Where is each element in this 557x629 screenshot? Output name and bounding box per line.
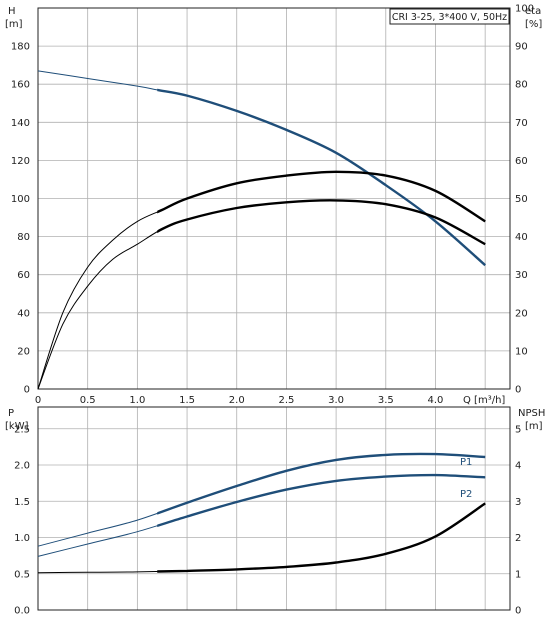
bottom-right-tick-label: 2 xyxy=(515,533,521,544)
title-box xyxy=(389,8,510,25)
bottom-right-tick-label: 5 xyxy=(515,424,521,435)
top-left-tick-label: 80 xyxy=(17,232,30,243)
bottom-left-tick-label: 1.0 xyxy=(14,533,30,544)
bottom-right-tick-label: 1 xyxy=(515,569,521,580)
bottom-right-tick-label: 4 xyxy=(515,461,521,472)
y-right-unit-bottom: [m] xyxy=(525,421,543,432)
bottom-series-1-operating-line xyxy=(157,473,486,528)
top-left-tick-label: 100 xyxy=(11,194,30,205)
top-right-tick-label: 50 xyxy=(515,194,528,205)
bottom-right-tick-label: 0 xyxy=(515,606,521,617)
series-label-p1: P1 xyxy=(460,457,472,468)
bottom-left-tick-label: 2.0 xyxy=(14,461,30,472)
bottom-left-tick-label: 1.5 xyxy=(14,497,30,508)
top-right-tick-label: 100 xyxy=(515,4,534,15)
top-plot-frame xyxy=(37,7,511,390)
x-axis-label: Q [m³/h] xyxy=(463,395,505,406)
top-x-tick-label: 2.5 xyxy=(278,395,294,406)
top-left-tick-label: 180 xyxy=(11,42,30,53)
bottom-right-tick-label: 3 xyxy=(515,497,521,508)
bottom-left-tick-label: 0.5 xyxy=(14,569,30,580)
bottom-grid xyxy=(38,407,510,610)
top-left-tick-label: 20 xyxy=(17,346,30,357)
top-x-tick-label: 4.0 xyxy=(428,395,444,406)
y-left-unit-top: [m] xyxy=(5,19,23,30)
top-left-tick-label: 140 xyxy=(11,118,30,129)
top-right-tick-label: 40 xyxy=(515,232,528,243)
top-right-tick-label: 0 xyxy=(515,385,521,396)
top-right-tick-label: 10 xyxy=(515,346,528,357)
top-x-tick-label: 0.5 xyxy=(80,395,96,406)
bottom-tick-labels: 0.0 0.5 1.0 1.5 2.0 2.5 0 1 2 3 4 5 xyxy=(14,424,521,616)
top-series-0-line xyxy=(37,70,486,266)
top-right-tick-label: 80 xyxy=(515,80,528,91)
bottom-series-0-line xyxy=(37,453,486,547)
top-right-tick-label: 90 xyxy=(515,42,528,53)
y-right-unit-top: [%] xyxy=(525,19,542,30)
top-series-0-operating-line xyxy=(157,88,486,267)
top-left-tick-label: 40 xyxy=(17,308,30,319)
top-x-tick-label: 3.5 xyxy=(378,395,394,406)
bottom-series-0-operating-line xyxy=(157,452,486,515)
top-x-tick-label: 2.0 xyxy=(229,395,245,406)
top-right-tick-label: 60 xyxy=(515,156,528,167)
bottom-plot-frame xyxy=(37,406,511,611)
y-left-label-top: H xyxy=(8,6,16,17)
bottom-left-tick-label: 0.0 xyxy=(14,606,30,617)
top-series-2-line xyxy=(37,199,486,390)
top-right-tick-label: 20 xyxy=(515,308,528,319)
top-left-tick-label: 120 xyxy=(11,156,30,167)
y-left-label-bottom: P xyxy=(8,408,14,419)
series-label-p2: P2 xyxy=(460,489,472,500)
chart-title: CRI 3-25, 3*400 V, 50Hz xyxy=(392,12,507,23)
top-right-tick-label: 70 xyxy=(515,118,528,129)
bottom-series-2-line xyxy=(37,502,486,574)
top-right-tick-label: 30 xyxy=(515,270,528,281)
top-x-tick-label: 1.5 xyxy=(179,395,195,406)
y-left-unit-bottom: [kW] xyxy=(5,421,29,432)
top-left-tick-label: 160 xyxy=(11,80,30,91)
top-x-tick-label: 1.0 xyxy=(129,395,145,406)
top-curves xyxy=(37,70,486,390)
top-tick-labels: 0 20 40 60 80 100 120 140 160 180 0 10 20 30 40 50 60 70 8… xyxy=(11,4,534,407)
top-x-tick-label: 3.0 xyxy=(328,395,344,406)
y-right-label-bottom: NPSH xyxy=(518,408,545,419)
top-series-1-operating-line xyxy=(157,170,486,223)
top-left-tick-label: 0 xyxy=(24,385,30,396)
top-left-tick-label: 60 xyxy=(17,270,30,281)
top-x-tick-label: 0 xyxy=(35,395,41,406)
top-grid xyxy=(38,8,510,389)
bottom-left-tick-label: 2.5 xyxy=(14,424,30,435)
bottom-curves xyxy=(37,452,486,574)
top-series-2-operating-line xyxy=(157,199,486,246)
bottom-series-2-operating-line xyxy=(157,502,486,573)
y-right-label-top: eta xyxy=(525,6,541,17)
